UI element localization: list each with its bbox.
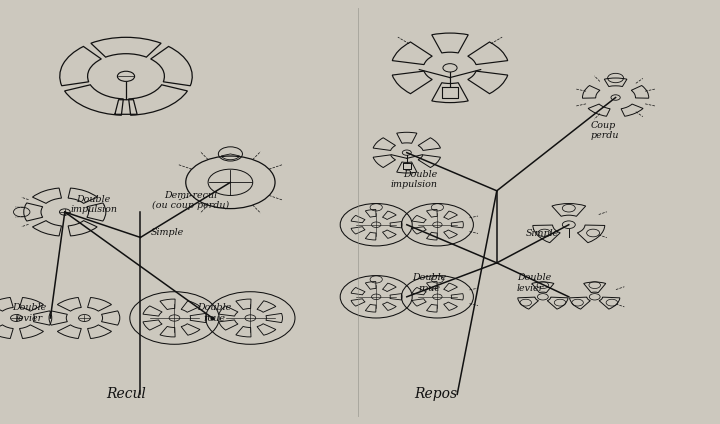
Text: Repos: Repos [414,387,457,401]
Text: Simple: Simple [151,229,184,237]
Text: Double
roue: Double roue [197,303,232,323]
Text: Double
impulsion: Double impulsion [70,195,117,215]
Text: Double
impulsion: Double impulsion [391,170,438,189]
Text: Recul: Recul [106,387,146,401]
Text: Demi-recul
(ou coup perdu): Demi-recul (ou coup perdu) [152,191,230,210]
Text: Simple: Simple [526,229,559,238]
Text: Double
levier: Double levier [12,303,46,323]
Text: Double
roue: Double roue [412,273,446,293]
Text: Double
levier: Double levier [517,273,552,293]
Text: Coup
perdu: Coup perdu [590,121,619,140]
